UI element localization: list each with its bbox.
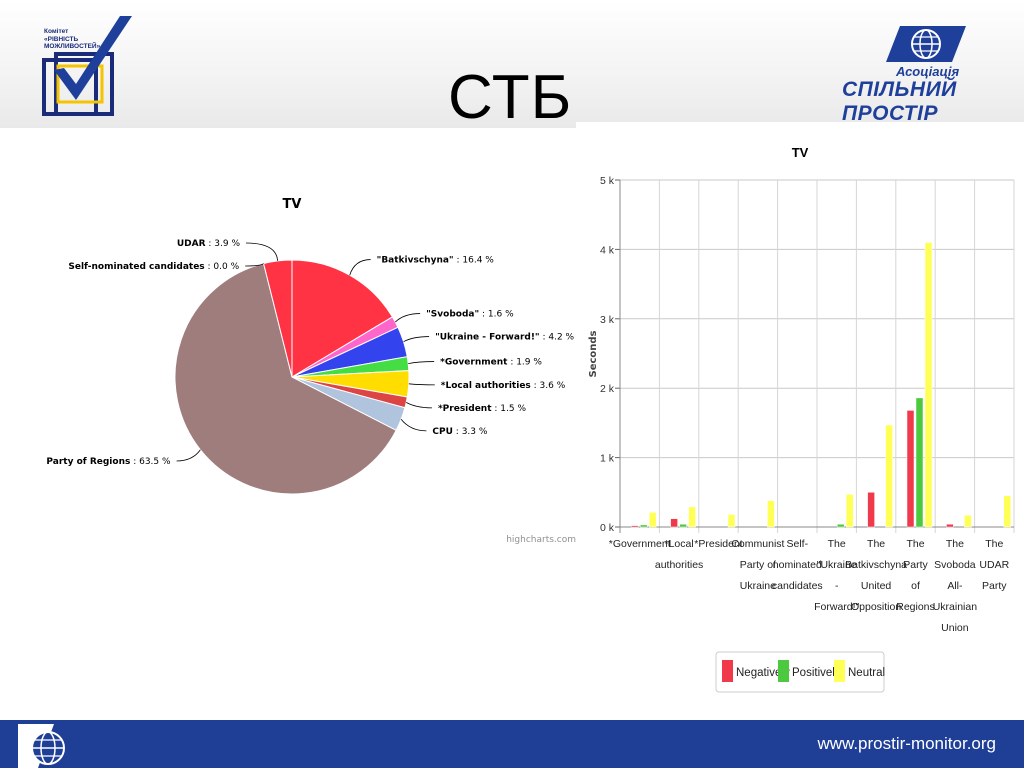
y-tick-label: 2 k [600,383,615,395]
bar-negatively-local-authorities[interactable] [670,518,678,528]
pie-label-udar: UDAR : 3.9 % [177,239,241,249]
bar-neutral-local-authorities[interactable] [688,506,696,528]
x-tick-label: The UDAR Party [979,538,1009,592]
y-tick-label: 1 k [600,453,615,465]
pie-connector-batkivschyna [349,259,371,276]
footer-globe-icon [18,724,65,768]
bar-neutral-the-batkivschyna-united-opposition[interactable] [885,424,893,528]
pie-connector-party-of-regions [176,449,201,462]
bar-neutral-president[interactable] [727,514,736,528]
pie-label-local-authorities: *Local authorities : 3.6 % [441,381,566,391]
logo-left-line-3: МОЖЛИВОСТЕЙ» [44,43,101,50]
x-tick-label: Communist Party of Ukraine [731,538,784,592]
pie-connector-president [406,402,432,409]
x-tick-label: *Government [609,538,671,550]
pie-label-party-of-regions: Party of Regions : 63.5 % [46,457,171,467]
bar-negatively-the-party-of-regions[interactable] [906,410,915,528]
legend-item-negatively[interactable]: Negatively [736,667,790,679]
pie-label-batkivschyna: "Batkivschyna" : 16.4 % [377,256,495,266]
legend-swatch-positively[interactable] [778,660,789,682]
logo-right-line-1: Асоціація [896,64,960,79]
pie-connector-ukraine-forward [403,336,430,343]
y-tick-label: 5 k [600,175,615,187]
association-logo: Асоціація СПІЛЬНИЙ ПРОСТІР [836,22,1006,125]
pie-connector-udar [245,242,279,261]
bar-positively-government[interactable] [639,524,648,528]
bar-neutral-communist-party-of-ukraine[interactable] [767,500,775,528]
pie-chart-panel: TV "Batkivschyna" : 16.4 % "Svoboda" : 1.… [24,172,580,552]
bar-neutral-the-svoboda-all-ukrainian-union[interactable] [964,514,972,528]
x-tick-label: The Batkivschyna United Opposition [845,538,907,613]
x-tick-label: The Party of Regions [896,538,935,613]
y-axis-label: Seconds [588,330,599,377]
pie-connector-government [408,361,435,364]
y-tick-label: 4 k [600,244,615,256]
legend-swatch-negatively[interactable] [722,660,733,682]
pie-chart-title: TV [283,197,302,212]
bar-negatively-the-svoboda-all-ukrainian-union[interactable] [946,523,954,528]
footer-url[interactable]: www.prostir-monitor.org [817,734,996,753]
bar-positively-local-authorities[interactable] [679,523,687,528]
pie-chart: TV "Batkivschyna" : 16.4 % "Svoboda" : 1.… [46,197,576,545]
checkbox-logo-icon [42,16,132,116]
pie-label-cpu: CPU : 3.3 % [432,427,487,437]
bar-chart: TV Seconds 0 k 1 k 2 k 3 k 4 k 5 k *Governmen… [588,145,1015,693]
x-tick-label: *President [694,538,743,550]
x-tick-label: Self-nominated candidates [772,538,823,592]
x-tick-label: The "Ukraine -Forward!" [814,538,859,613]
bar-chart-title: TV [792,145,809,160]
y-tick-label: 0 k [600,522,615,534]
bar-neutral-the-party-of-regions[interactable] [924,242,933,528]
legend-item-positively[interactable]: Positively [792,667,841,679]
bar-positively-the-party-of-regions[interactable] [915,397,924,528]
bar-negatively-the-batkivschyna-united-opposition[interactable] [867,492,875,528]
legend-item-neutral[interactable]: Neutral [848,667,885,679]
pie-label-president: *President : 1.5 % [438,404,526,414]
pie-connector-cpu [400,419,427,432]
bar-negatively-government[interactable] [630,525,639,528]
pie-connector-svoboda [395,313,421,323]
bar-chart-panel: TV Seconds 0 k 1 k 2 k 3 k 4 k 5 k *Governmen… [576,122,1024,712]
bar-neutral-the-udar-party[interactable] [1003,495,1012,528]
pie-connector-self-nominated-candidates [245,263,264,267]
logo-right-line-2: СПІЛЬНИЙ ПРОСТІР [842,78,957,125]
x-tick-label: The Svoboda All-Ukrainian Union [933,538,978,634]
legend-swatch-neutral[interactable] [834,660,845,682]
logo-left-line-1: Комітет [44,28,69,35]
committee-logo: Комітет «РІВНІСТЬ МОЖЛИВОСТЕЙ» [36,14,146,118]
slide-title: СТБ [448,63,573,132]
pie-label-government: *Government : 1.9 % [440,358,542,368]
pie-connector-local-authorities [408,383,435,386]
bar-positively-the-ukraine-forward[interactable] [836,523,845,528]
y-tick-label: 3 k [600,314,615,326]
pie-label-svoboda: "Svoboda" : 1.6 % [426,310,514,320]
pie-slice-party-of-regions[interactable] [174,262,397,495]
pie-label-self-nominated-candidates: Self-nominated candidates : 0.0 % [68,262,239,272]
highcharts-credit[interactable]: highcharts.com [506,535,576,545]
bar-neutral-the-ukraine-forward[interactable] [845,494,854,528]
logo-left-line-2: «РІВНІСТЬ [44,35,79,43]
pie-label-ukraine-forward: "Ukraine - Forward!" : 4.2 % [435,333,574,343]
bar-neutral-government[interactable] [648,512,657,528]
x-tick-label: *Local authorities [655,538,703,571]
footer-bar: www.prostir-monitor.org [0,720,1024,768]
globe-logo-icon [886,26,966,62]
header-band [0,0,1024,128]
pie-slice-udar[interactable] [262,259,293,378]
